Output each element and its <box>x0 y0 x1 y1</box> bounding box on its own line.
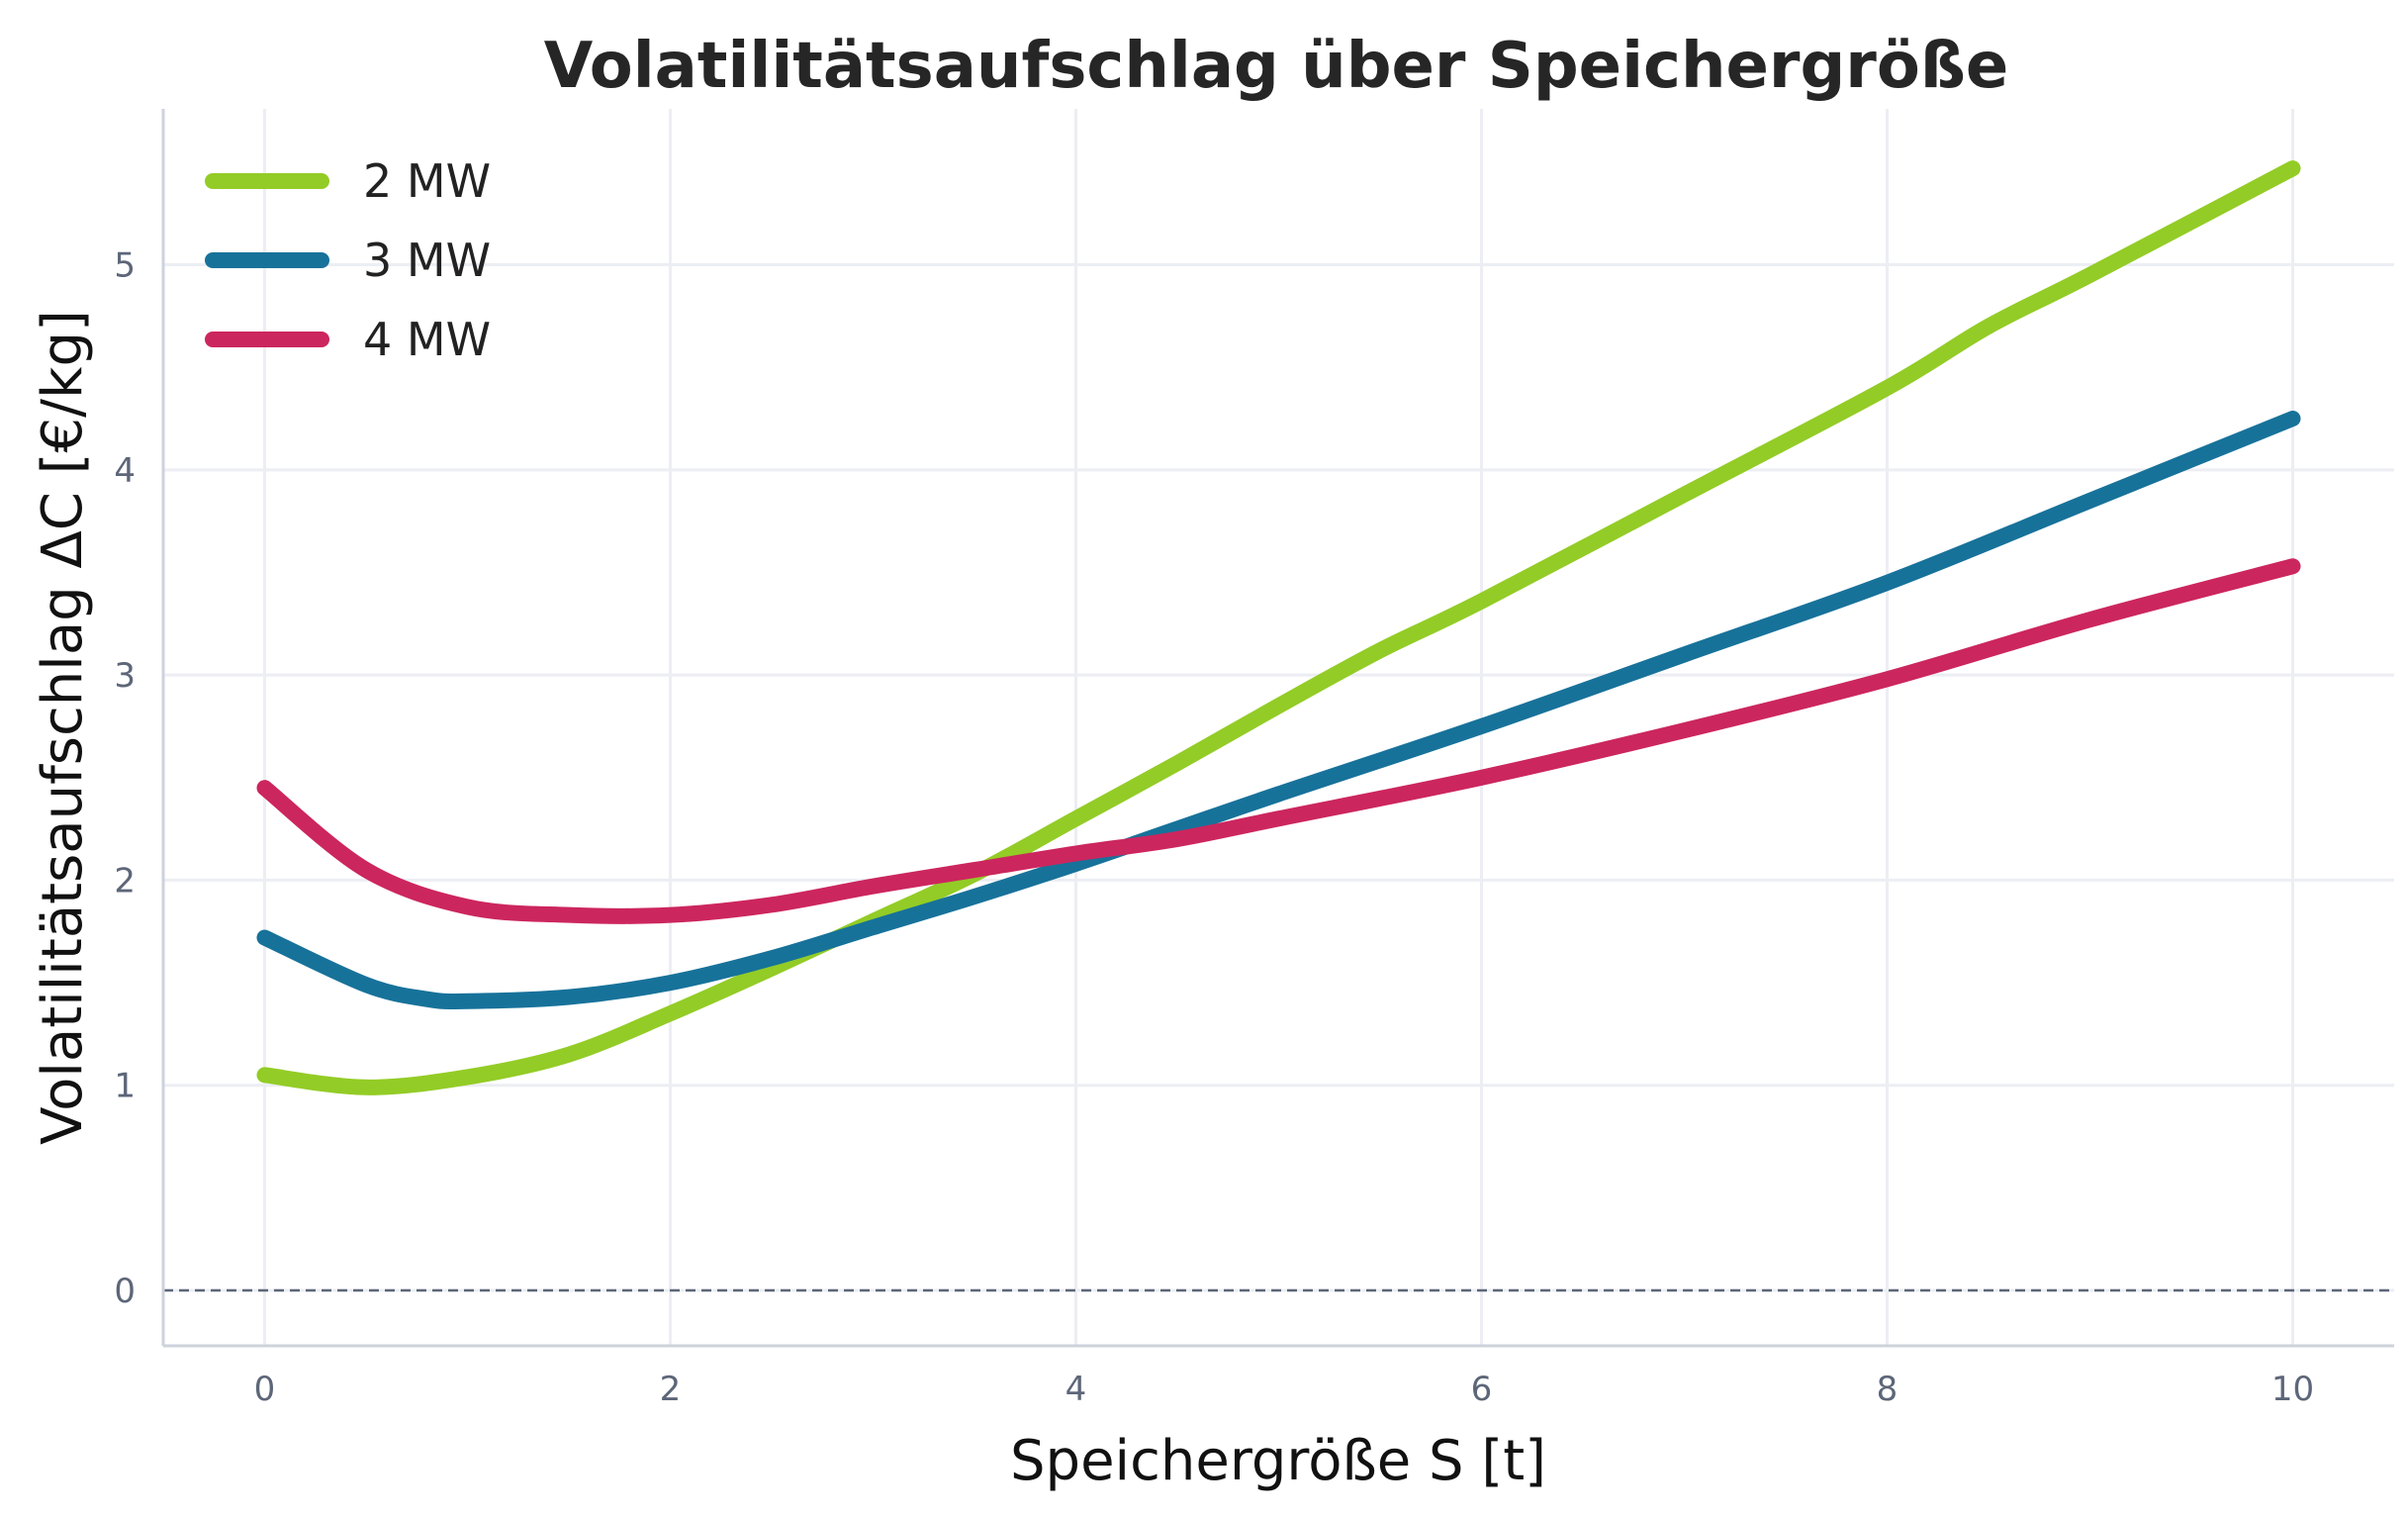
legend-label: 3 MW <box>363 234 491 287</box>
y-tick-label: 4 <box>114 451 136 491</box>
series-line-4-mw <box>256 558 2301 924</box>
y-tick-label: 5 <box>114 246 136 286</box>
legend-label: 4 MW <box>363 313 491 366</box>
series-line-2-mw <box>256 160 2301 1095</box>
legend-label: 2 MW <box>363 154 491 208</box>
series-lines <box>256 160 2301 1095</box>
x-axis-label: Speichergröße S [t] <box>1010 1429 1546 1493</box>
x-tick-label: 10 <box>2271 1370 2314 1409</box>
x-tick-label: 8 <box>1877 1370 1899 1409</box>
x-tick-label: 6 <box>1471 1370 1493 1409</box>
y-tick-label: 2 <box>114 861 136 901</box>
y-tick-label: 3 <box>114 656 136 696</box>
grid-lines <box>163 109 2394 1346</box>
x-tick-label: 2 <box>660 1370 682 1409</box>
chart-title: Volatilitätsaufschlag über Speichergröße <box>544 30 2009 103</box>
tick-labels: 0 2 4 6 8 10 0 1 2 3 4 5 <box>114 246 2314 1409</box>
y-axis-label: Volatilitätsaufschlag ΔC [€/kg] <box>31 310 95 1145</box>
y-tick-label: 1 <box>114 1067 136 1106</box>
x-tick-label: 0 <box>254 1370 276 1409</box>
y-tick-label: 0 <box>114 1272 136 1311</box>
x-tick-label: 4 <box>1065 1370 1087 1409</box>
series-line-3-mw <box>256 411 2301 1009</box>
legend: 2 MW 3 MW 4 MW <box>205 154 491 366</box>
